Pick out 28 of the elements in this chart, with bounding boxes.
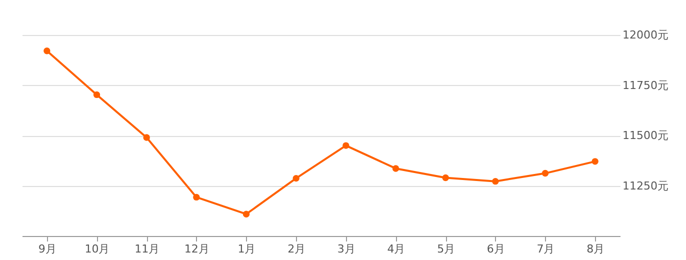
point — [242, 210, 250, 218]
y-tick-label: 11500元 — [622, 129, 668, 142]
point — [44, 48, 50, 54]
y-tick-label: 11750元 — [622, 78, 668, 92]
x-tick-label: 7月 — [536, 242, 555, 256]
point — [93, 91, 100, 98]
x-tick-label: 10月 — [84, 242, 110, 256]
point — [592, 158, 598, 165]
x-tick-label: 9月 — [38, 242, 56, 256]
x-tick-label: 12月 — [184, 242, 210, 256]
y-tick-label: 11250元 — [622, 179, 668, 192]
x-tick-label: 2月 — [288, 242, 306, 256]
point — [392, 165, 400, 172]
point — [492, 178, 499, 185]
x-tick-label: 3月 — [337, 242, 356, 256]
x-tick-label: 5月 — [437, 242, 456, 256]
x-tick-label: 11月 — [134, 242, 160, 256]
point — [292, 174, 300, 182]
point — [542, 170, 549, 177]
point — [342, 142, 350, 149]
point — [442, 174, 449, 182]
x-tick-label: 6月 — [486, 242, 505, 256]
x-tick-label: 8月 — [586, 242, 605, 256]
x-tick-label: 1月 — [238, 242, 256, 256]
x-tick-label: 4月 — [387, 242, 406, 256]
point — [193, 194, 200, 201]
y-tick-label: 12000元 — [622, 28, 668, 42]
point — [143, 134, 150, 141]
